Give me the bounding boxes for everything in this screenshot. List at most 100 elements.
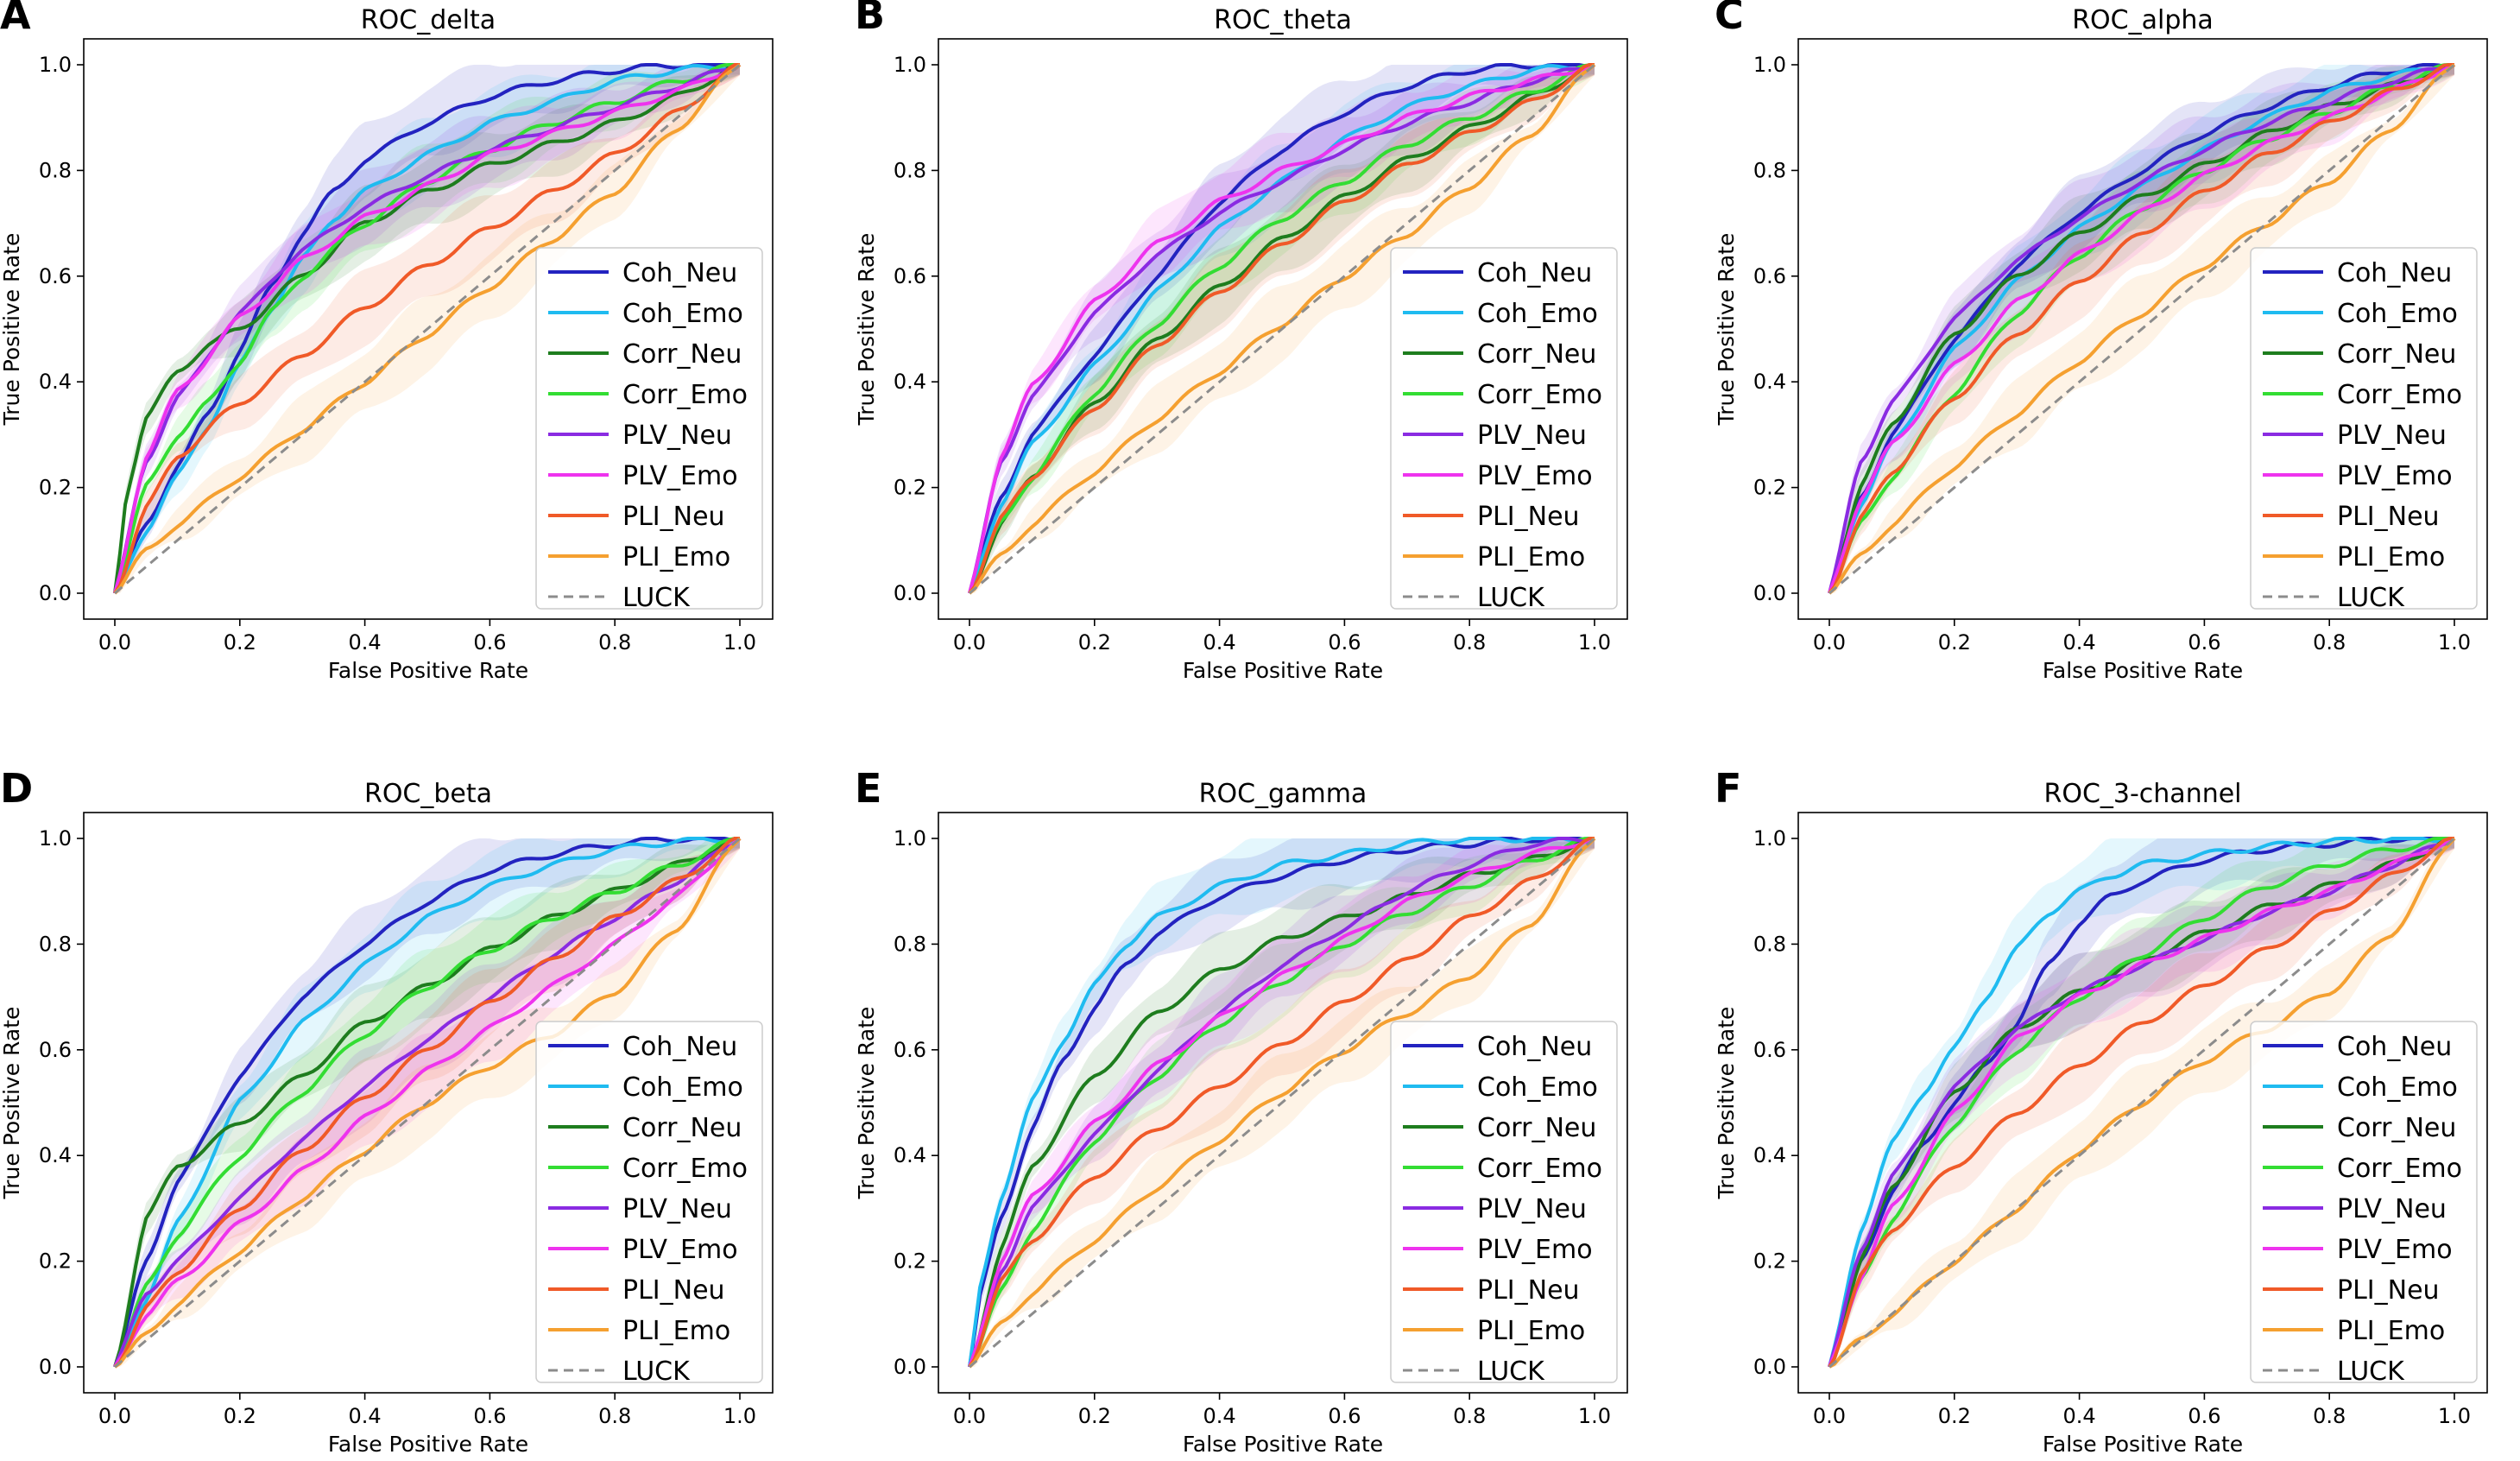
plot-frame [83, 812, 774, 1394]
plot-frame [83, 38, 774, 620]
x-tick-label: 0.8 [2313, 630, 2346, 655]
series-line-coh-emo [1828, 837, 2455, 1368]
legend-label: PLV_Neu [1477, 1194, 1587, 1224]
series-line-pli-emo [1828, 63, 2456, 595]
legend-label: PLV_Neu [622, 1194, 732, 1224]
series-line-plv-emo [113, 837, 742, 1369]
legend-label: PLV_Neu [2337, 421, 2447, 451]
x-tick-label: 1.0 [2438, 630, 2471, 655]
series-line-plv-emo [1828, 837, 2455, 1368]
series-line-pli-emo [113, 63, 742, 595]
legend-label: PLV_Emo [622, 461, 738, 491]
y-tick-label: 0.8 [39, 158, 72, 182]
legend-label: PLV_Emo [2337, 461, 2453, 491]
series-line-corr-neu [968, 63, 1595, 595]
series-line-pli-neu [1828, 837, 2454, 1369]
y-tick-label: 0.4 [1753, 370, 1786, 394]
x-tick-label: 0.0 [98, 1404, 131, 1428]
y-tick-label: 0.6 [39, 1038, 72, 1062]
legend-label: LUCK [622, 1357, 691, 1387]
legend-label: Coh_Neu [622, 258, 737, 288]
y-tick-label: 0.6 [1753, 264, 1786, 288]
x-tick-label: 0.2 [1078, 1404, 1111, 1428]
chart-panel-e: E ROC_gamma 0.0 0.2 0.4 0.6 0.8 1.0 0.0 0.2 0.4 0.6… [854, 765, 1628, 1457]
legend-label: PLV_Neu [2337, 1194, 2447, 1224]
y-tick-label: 0.4 [39, 370, 72, 394]
plot-frame [938, 812, 1628, 1394]
series-line-coh-emo [113, 63, 741, 594]
x-tick-label: 0.0 [953, 630, 986, 655]
y-axis-label: True Positive Rate [854, 233, 879, 427]
x-tick-label: 0.6 [473, 630, 506, 655]
legend-box [1390, 1021, 1618, 1383]
confidence-band-corr-emo [1829, 65, 2454, 593]
x-tick-label: 0.8 [1453, 630, 1486, 655]
x-axis-label: False Positive Rate [328, 1432, 528, 1457]
series-line-corr-emo [1828, 837, 2454, 1368]
legend-label: PLI_Emo [2337, 542, 2445, 572]
x-axis-label: False Positive Rate [1183, 658, 1383, 683]
x-tick-label: 0.2 [224, 630, 256, 655]
legend: Coh_Neu Coh_Emo Corr_Neu Corr_Emo PLV_Neu PLV… [1390, 247, 1618, 613]
legend-label: PLV_Emo [1477, 461, 1593, 491]
x-tick-label: 0.4 [349, 1404, 382, 1428]
legend-label: PLI_Neu [2337, 1275, 2440, 1306]
confidence-band-coh-neu [969, 65, 1595, 593]
plot-frame [938, 38, 1628, 620]
x-tick-label: 0.2 [1938, 1404, 1971, 1428]
x-tick-label: 0.8 [598, 1404, 631, 1428]
x-tick-label: 0.8 [1453, 1404, 1486, 1428]
y-tick-label: 0.6 [894, 1038, 926, 1062]
y-tick-label: 1.0 [39, 53, 72, 77]
legend-label: Corr_Emo [1477, 380, 1602, 410]
confidence-band-plv-neu [969, 838, 1595, 1367]
legend-label: Corr_Emo [1477, 1154, 1602, 1184]
series-line-plv-neu [1828, 63, 2456, 594]
y-tick-label: 1.0 [894, 826, 926, 851]
legend-label: PLV_Neu [1477, 421, 1587, 451]
x-tick-label: 1.0 [723, 1404, 756, 1428]
x-tick-label: 0.8 [2313, 1404, 2346, 1428]
legend-label: Coh_Emo [2337, 299, 2458, 329]
series-line-pli-neu [968, 63, 1595, 595]
y-tick-label: 0.4 [1753, 1143, 1786, 1167]
series-line-coh-neu [968, 63, 1595, 594]
x-tick-label: 0.8 [598, 630, 631, 655]
x-tick-label: 0.0 [953, 1404, 986, 1428]
y-tick-label: 0.0 [1753, 581, 1786, 605]
series-line-coh-neu [1828, 837, 2455, 1368]
chart-panel-b: B ROC_theta 0.0 0.2 0.4 0.6 0.8 1.0 0.0 0.2 0.4 0.6… [854, 0, 1628, 683]
legend-label: PLI_Neu [2337, 502, 2440, 532]
x-tick-label: 0.6 [2188, 630, 2220, 655]
series-line-coh-neu [113, 837, 741, 1368]
legend-box [535, 247, 763, 610]
legend-label: Corr_Emo [622, 1154, 748, 1184]
legend: Coh_Neu Coh_Emo Corr_Neu Corr_Emo PLV_Neu PLV… [535, 247, 763, 613]
confidence-band-coh-emo [115, 65, 740, 593]
legend-label: LUCK [2337, 1357, 2405, 1387]
legend-label: PLI_Neu [622, 502, 725, 532]
panel-letter: E [855, 765, 881, 812]
x-tick-label: 0.6 [1328, 1404, 1361, 1428]
y-tick-label: 0.6 [894, 264, 926, 288]
y-tick-label: 0.0 [1753, 1355, 1786, 1379]
x-tick-label: 0.4 [2063, 1404, 2096, 1428]
x-tick-label: 0.4 [2063, 630, 2096, 655]
series-line-luck [969, 837, 1595, 1369]
series-line-luck [114, 837, 741, 1369]
y-tick-label: 1.0 [39, 826, 72, 851]
legend-label: LUCK [1477, 583, 1545, 613]
legend: Coh_Neu Coh_Emo Corr_Neu Corr_Emo PLV_Neu PLV… [2250, 247, 2478, 613]
chart-title: ROC_theta [1214, 5, 1352, 35]
y-tick-label: 0.0 [894, 1355, 926, 1379]
series-line-pli-neu [113, 63, 740, 595]
legend-label: Corr_Neu [1477, 339, 1596, 370]
x-axis-label: False Positive Rate [2043, 1432, 2243, 1457]
legend-label: PLI_Emo [2337, 1316, 2445, 1346]
legend-box [1390, 247, 1618, 610]
series-line-pli-neu [1828, 63, 2454, 595]
confidence-band-plv-emo [969, 838, 1595, 1367]
series-line-corr-neu [113, 63, 740, 594]
confidence-band-corr-neu [1829, 65, 2454, 593]
chart-title: ROC_3-channel [2043, 779, 2241, 809]
